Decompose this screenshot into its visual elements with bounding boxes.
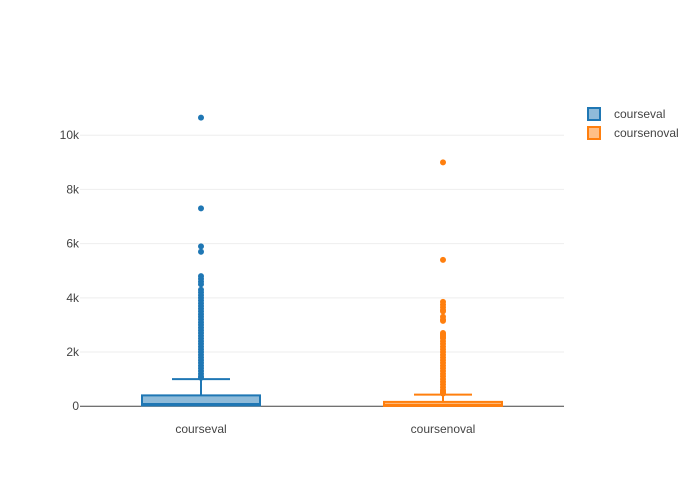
legend-label: courseval (614, 107, 665, 121)
legend-label: coursenoval (614, 126, 679, 140)
y-tick-label: 4k (66, 291, 80, 305)
outlier-point (198, 243, 204, 250)
outlier-point (440, 256, 446, 263)
legend: courseval coursenoval (587, 107, 679, 140)
outlier-point (198, 281, 204, 288)
outlier-point (440, 317, 446, 324)
y-tick-label: 6k (66, 237, 80, 251)
y-tick-label: 0 (72, 399, 79, 413)
y-tick-label: 10k (60, 128, 80, 142)
x-tick-labels: courseval coursenoval (175, 422, 475, 436)
legend-swatch (587, 107, 601, 121)
outlier-point (198, 374, 204, 381)
y-tick-label: 2k (66, 345, 80, 359)
outlier-point (440, 390, 446, 397)
legend-swatch (587, 126, 601, 140)
gridlines (80, 134, 564, 407)
legend-item-coursenoval: coursenoval (587, 126, 679, 140)
outlier-point (198, 205, 204, 212)
outlier-point (440, 159, 446, 166)
outlier-point (198, 248, 204, 255)
box-trace-courseval (141, 114, 261, 407)
box-trace-coursenoval (383, 159, 503, 407)
outlier-point (198, 114, 204, 121)
y-tick-labels: 0 2k 4k 6k 8k 10k (60, 128, 80, 413)
legend-item-courseval: courseval (587, 107, 665, 121)
box-traces (141, 114, 503, 407)
x-tick-label: coursenoval (411, 422, 476, 436)
box (141, 394, 261, 407)
outlier-point (440, 308, 446, 315)
y-tick-label: 8k (66, 182, 80, 196)
x-tick-label: courseval (175, 422, 226, 436)
